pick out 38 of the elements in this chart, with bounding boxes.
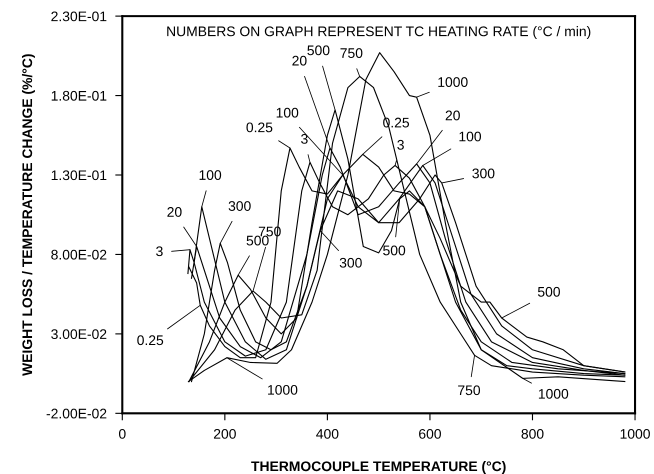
x-tick-label: 600 (419, 428, 441, 439)
annotation: 100 (276, 108, 298, 118)
annotation: 3 (397, 140, 404, 150)
annotation: 500 (383, 246, 406, 256)
annotation: 300 (228, 201, 251, 211)
annotation: 500 (538, 286, 560, 297)
x-tick-label: 200 (214, 428, 236, 439)
annotation: 300 (340, 258, 362, 268)
annotation: 3 (156, 246, 163, 256)
y-tick-label: -2.00E-02 (46, 408, 106, 418)
annotation: 20 (446, 110, 460, 120)
x-tick-label: 400 (316, 428, 338, 439)
annotation: 750 (340, 48, 362, 58)
annotation: NUMBERS ON GRAPH REPRESENT TC HEATING RATE (°C / min) (167, 26, 590, 39)
x-axis-title: THERMOCOUPLE TEMPERATURE (°C) (251, 460, 506, 474)
annotation: 3 (301, 134, 308, 144)
annotation: 1000 (538, 388, 568, 399)
x-tick-label: 0 (118, 428, 126, 439)
annotation: 500 (246, 236, 269, 246)
y-axis-title: WEIGHT LOSS / TEMPERATURE CHANGE (%/°C) (22, 54, 35, 376)
annotation: 1000 (268, 384, 298, 395)
x-tick-label: 1000 (620, 428, 650, 439)
annotation: 20 (167, 207, 182, 217)
annotation: 20 (292, 56, 307, 66)
annotation: 100 (200, 170, 222, 180)
annotation: 0.25 (246, 122, 272, 132)
y-tick-label: 1.30E-01 (52, 170, 106, 180)
y-tick-label: 2.30E-01 (51, 11, 106, 22)
annotation: 0.25 (137, 335, 164, 346)
annotation: 500 (307, 45, 330, 56)
annotation: 100 (459, 132, 482, 142)
y-tick-label: 1.80E-01 (52, 90, 106, 101)
y-tick-label: 8.00E-02 (51, 250, 106, 260)
annotation: 750 (458, 385, 480, 396)
y-tick-label: 3.00E-02 (51, 329, 106, 340)
x-tick-label: 800 (522, 428, 544, 439)
annotation: 300 (472, 168, 494, 178)
annotation: 1000 (438, 77, 468, 87)
